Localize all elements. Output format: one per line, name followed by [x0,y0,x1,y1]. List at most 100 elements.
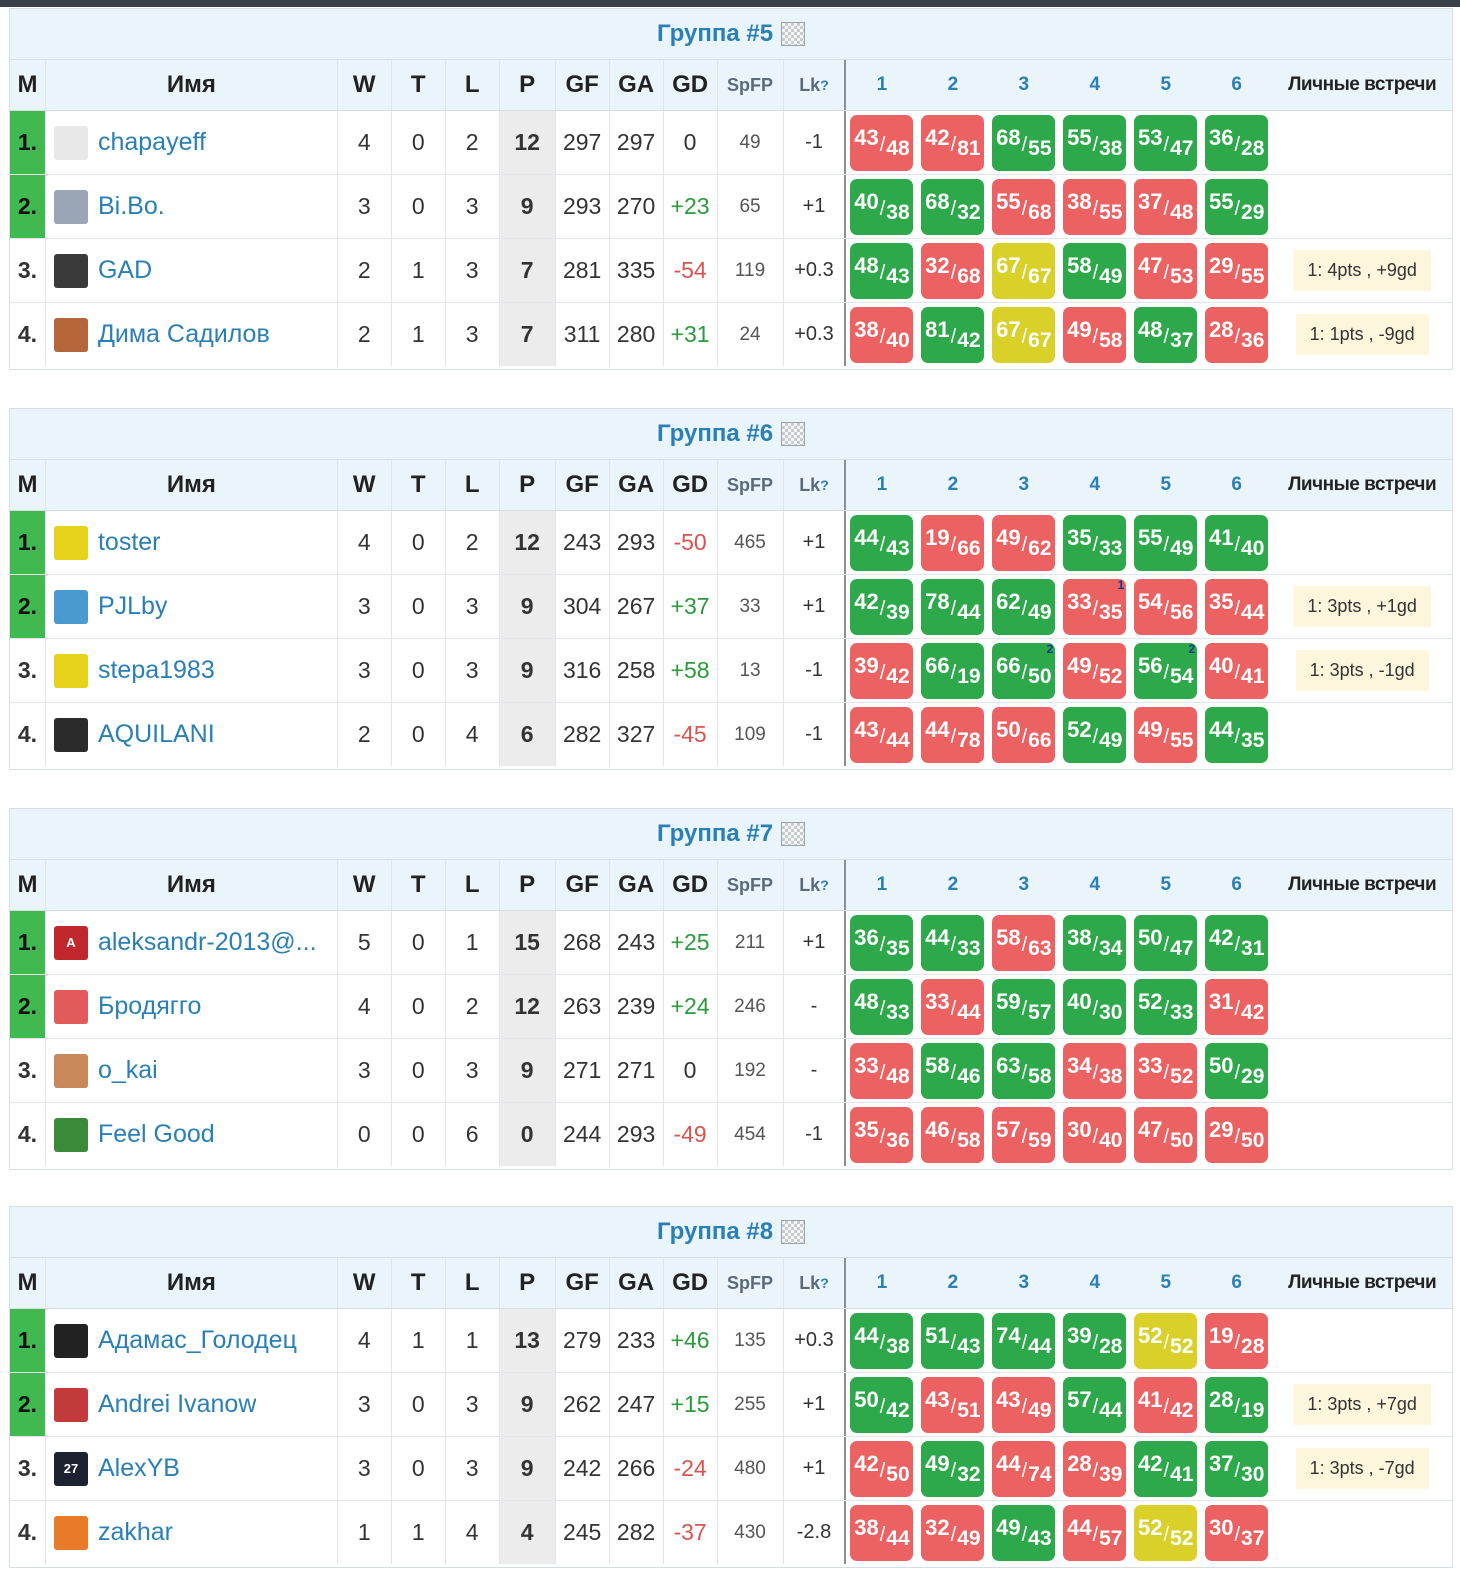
match-result-badge[interactable]: 52/33 [1134,978,1198,1035]
match-result-badge[interactable]: 39/28 [1063,1312,1127,1369]
match-result-badge[interactable]: 48/37 [1134,306,1198,363]
match-result-badge[interactable]: 56/54 2 [1134,642,1198,699]
match-result-badge[interactable]: 74/44 [992,1312,1056,1369]
match-result-badge[interactable]: 19/66 [921,514,985,571]
match-result-badge[interactable]: 36/28 [1205,114,1269,171]
match-result-badge[interactable]: 38/44 [850,1504,914,1561]
match-result-badge[interactable]: 43/49 [992,1376,1056,1433]
match-result-badge[interactable]: 55/68 [992,178,1056,235]
match-result-badge[interactable]: 66/19 [921,642,985,699]
match-result-badge[interactable]: 50/47 [1134,914,1198,971]
match-result-badge[interactable]: 42/39 [850,578,914,635]
avatar[interactable] [53,589,88,624]
avatar[interactable] [53,717,88,752]
avatar[interactable] [53,525,88,560]
help-icon[interactable]: ? [820,477,829,493]
header-lk[interactable]: Lk? [784,860,847,910]
match-result-badge[interactable]: 66/50 2 [992,642,1056,699]
match-result-badge[interactable]: 55/49 [1134,514,1198,571]
table-view-icon[interactable] [781,822,806,846]
match-result-badge[interactable]: 37/30 [1205,1440,1269,1497]
match-result-badge[interactable]: 49/43 [992,1504,1056,1561]
match-result-badge[interactable]: 43/48 [850,114,914,171]
avatar[interactable] [53,1515,88,1550]
match-result-badge[interactable]: 34/38 [1063,1042,1127,1099]
match-result-badge[interactable]: 55/38 [1063,114,1127,171]
match-result-badge[interactable]: 68/55 [992,114,1056,171]
avatar[interactable] [53,189,88,224]
match-result-badge[interactable]: 44/78 [921,706,985,763]
player-name-link[interactable]: toster [97,528,161,556]
help-icon[interactable]: ? [820,1275,829,1291]
match-result-badge[interactable]: 44/74 [992,1440,1056,1497]
player-name-link[interactable]: chapayeff [97,128,206,156]
match-result-badge[interactable]: 44/57 [1063,1504,1127,1561]
player-name-link[interactable]: Bi.Bo. [97,192,165,220]
match-result-badge[interactable]: 44/43 [850,514,914,571]
match-result-badge[interactable]: 53/47 [1134,114,1198,171]
match-result-badge[interactable]: 68/32 [921,178,985,235]
match-result-badge[interactable]: 28/19 [1205,1376,1269,1433]
match-result-badge[interactable]: 33/48 [850,1042,914,1099]
avatar[interactable] [53,125,88,160]
match-result-badge[interactable]: 52/49 [1063,706,1127,763]
match-result-badge[interactable]: 32/49 [921,1504,985,1561]
match-result-badge[interactable]: 38/34 [1063,914,1127,971]
match-result-badge[interactable]: 33/52 [1134,1042,1198,1099]
match-result-badge[interactable]: 50/66 [992,706,1056,763]
player-name-link[interactable]: Адамас_Голодец [97,1326,297,1354]
header-lk[interactable]: Lk? [784,460,847,510]
player-name-link[interactable]: AlexYB [97,1454,180,1482]
match-result-badge[interactable]: 33/44 [921,978,985,1035]
match-result-badge[interactable]: 49/52 [1063,642,1127,699]
group-title-text[interactable]: Группа #6 [656,420,774,447]
match-result-badge[interactable]: 19/28 [1205,1312,1269,1369]
match-result-badge[interactable]: 40/30 [1063,978,1127,1035]
match-result-badge[interactable]: 28/39 [1063,1440,1127,1497]
match-result-badge[interactable]: 40/38 [850,178,914,235]
match-result-badge[interactable]: 49/55 [1134,706,1198,763]
avatar[interactable] [53,1053,88,1088]
match-result-badge[interactable]: 57/44 [1063,1376,1127,1433]
avatar[interactable] [53,1323,88,1358]
match-result-badge[interactable]: 51/43 [921,1312,985,1369]
match-result-badge[interactable]: 42/31 [1205,914,1269,971]
match-result-badge[interactable]: 59/57 [992,978,1056,1035]
player-name-link[interactable]: stepa1983 [97,656,215,684]
match-result-badge[interactable]: 36/35 [850,914,914,971]
avatar[interactable] [53,317,88,352]
match-result-badge[interactable]: 43/51 [921,1376,985,1433]
match-result-badge[interactable]: 46/58 [921,1106,985,1163]
avatar[interactable] [53,253,88,288]
match-result-badge[interactable]: 35/44 [1205,578,1269,635]
match-result-badge[interactable]: 52/52 [1134,1504,1198,1561]
match-result-badge[interactable]: 49/62 [992,514,1056,571]
header-lk[interactable]: Lk? [784,60,847,110]
match-result-badge[interactable]: 44/35 [1205,706,1269,763]
avatar[interactable] [53,653,88,688]
match-result-badge[interactable]: 33/35 1 [1063,578,1127,635]
match-result-badge[interactable]: 50/42 [850,1376,914,1433]
group-title-text[interactable]: Группа #7 [656,820,774,847]
header-lk[interactable]: Lk? [784,1258,847,1308]
match-result-badge[interactable]: 67/67 [992,306,1056,363]
match-result-badge[interactable]: 67/67 [992,242,1056,299]
table-view-icon[interactable] [781,1220,806,1244]
match-result-badge[interactable]: 62/49 [992,578,1056,635]
match-result-badge[interactable]: 40/41 [1205,642,1269,699]
match-result-badge[interactable]: 35/33 [1063,514,1127,571]
match-result-badge[interactable]: 58/46 [921,1042,985,1099]
help-icon[interactable]: ? [820,77,829,93]
match-result-badge[interactable]: 37/48 [1134,178,1198,235]
match-result-badge[interactable]: 55/29 [1205,178,1269,235]
group-title-text[interactable]: Группа #5 [656,20,774,47]
table-view-icon[interactable] [781,422,806,446]
match-result-badge[interactable]: 57/59 [992,1106,1056,1163]
player-name-link[interactable]: PJLby [97,592,168,620]
player-name-link[interactable]: Дима Садилов [97,320,270,348]
avatar[interactable] [53,989,88,1024]
match-result-badge[interactable]: 32/68 [921,242,985,299]
match-result-badge[interactable]: 35/36 [850,1106,914,1163]
avatar[interactable]: A [53,925,88,960]
match-result-badge[interactable]: 29/50 [1205,1106,1269,1163]
